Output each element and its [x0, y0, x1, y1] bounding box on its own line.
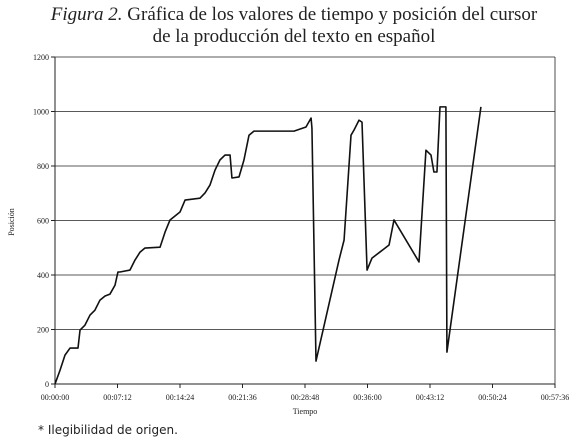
y-tick-label: 600 — [37, 217, 49, 226]
x-tick-label: 00:00:00 — [41, 393, 69, 402]
y-tick-label: 1200 — [33, 53, 49, 62]
y-tick-label: 1000 — [33, 108, 49, 117]
x-tick-label: 00:50:24 — [478, 393, 506, 402]
y-tick-label: 800 — [37, 162, 49, 171]
x-tick-label: 00:36:00 — [353, 393, 381, 402]
y-tick-label: 0 — [45, 380, 49, 389]
x-axis-label: Tiempo — [293, 407, 318, 416]
title-line: de la producción del texto en español — [153, 26, 436, 47]
x-tick-label: 00:43:12 — [416, 393, 444, 402]
y-tick-label: 400 — [37, 271, 49, 280]
data-line — [54, 106, 482, 385]
x-tick-label: 00:28:48 — [291, 393, 319, 402]
x-tick-label: 00:14:24 — [166, 393, 194, 402]
title-text: Gráfica de los valores de tiempo y posic… — [127, 4, 538, 25]
x-tick-label: 00:21:36 — [228, 393, 256, 402]
x-tick-label: 00:07:12 — [103, 393, 131, 402]
y-tick-label: 200 — [37, 326, 49, 335]
figure-label: Figura 2. — [50, 4, 123, 25]
y-axis-label: Posición — [7, 208, 16, 236]
title-line: Figura 2. Gráfica de los valores de tiem… — [50, 4, 538, 25]
x-tick-label: 00:57:36 — [541, 393, 569, 402]
footnote: * Ilegibilidad de origen. — [38, 423, 178, 437]
